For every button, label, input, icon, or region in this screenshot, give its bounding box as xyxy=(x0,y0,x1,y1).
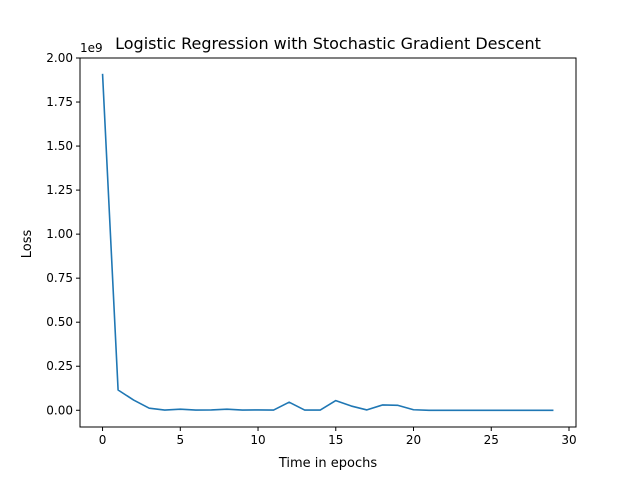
loss-point-5 xyxy=(179,408,181,410)
loss-point-26 xyxy=(506,409,508,411)
loss-point-1 xyxy=(117,389,119,391)
loss-point-19 xyxy=(397,405,399,407)
loss-point-6 xyxy=(195,409,197,411)
loss-point-23 xyxy=(459,409,461,411)
x-tick-label-0: 0 xyxy=(99,433,107,447)
loss-point-3 xyxy=(148,407,150,409)
loss-point-9 xyxy=(242,409,244,411)
loss-point-25 xyxy=(490,409,492,411)
y-tick-label-4: 1.00 xyxy=(46,227,73,241)
loss-point-17 xyxy=(366,409,368,411)
loss-point-18 xyxy=(382,404,384,406)
y-tick-label-2: 0.50 xyxy=(46,315,73,329)
loss-point-4 xyxy=(164,409,166,411)
y-tick-label-3: 0.75 xyxy=(46,271,73,285)
loss-point-7 xyxy=(211,409,213,411)
loss-point-11 xyxy=(273,409,275,411)
loss-point-8 xyxy=(226,408,228,410)
loss-point-15 xyxy=(335,400,337,402)
loss-point-16 xyxy=(351,405,353,407)
y-tick-label-0: 0.00 xyxy=(46,403,73,417)
loss-point-29 xyxy=(553,409,555,411)
loss-point-13 xyxy=(304,409,306,411)
plot-frame xyxy=(79,57,577,428)
loss-point-10 xyxy=(257,409,259,411)
loss-point-21 xyxy=(428,409,430,411)
y-axis-label: Loss xyxy=(20,230,35,259)
loss-point-14 xyxy=(319,409,321,411)
loss-point-2 xyxy=(133,399,135,401)
loss-point-24 xyxy=(475,409,477,411)
loss-point-27 xyxy=(522,409,524,411)
x-axis-label: Time in epochs xyxy=(278,456,378,471)
loss-point-28 xyxy=(537,409,539,411)
x-tick-label-6: 30 xyxy=(561,433,576,447)
loss-point-0 xyxy=(102,73,104,75)
y-tick-label-5: 1.25 xyxy=(46,183,73,197)
y-tick-label-8: 2.00 xyxy=(46,51,73,65)
x-tick-label-1: 5 xyxy=(176,433,184,447)
y-offset-label: 1e9 xyxy=(80,41,103,55)
y-tick-label-7: 1.75 xyxy=(46,95,73,109)
loss-point-22 xyxy=(444,409,446,411)
y-tick-label-1: 0.25 xyxy=(46,359,73,373)
x-tick-label-3: 15 xyxy=(328,433,343,447)
loss-series-line-0 xyxy=(101,73,554,412)
y-tick-label-6: 1.50 xyxy=(46,139,73,153)
loss-point-12 xyxy=(288,401,290,403)
x-tick-label-5: 25 xyxy=(484,433,499,447)
loss-point-20 xyxy=(413,409,415,411)
x-tick-label-4: 20 xyxy=(406,433,421,447)
x-tick-label-2: 10 xyxy=(250,433,265,447)
chart-title: Logistic Regression with Stochastic Grad… xyxy=(115,34,541,53)
